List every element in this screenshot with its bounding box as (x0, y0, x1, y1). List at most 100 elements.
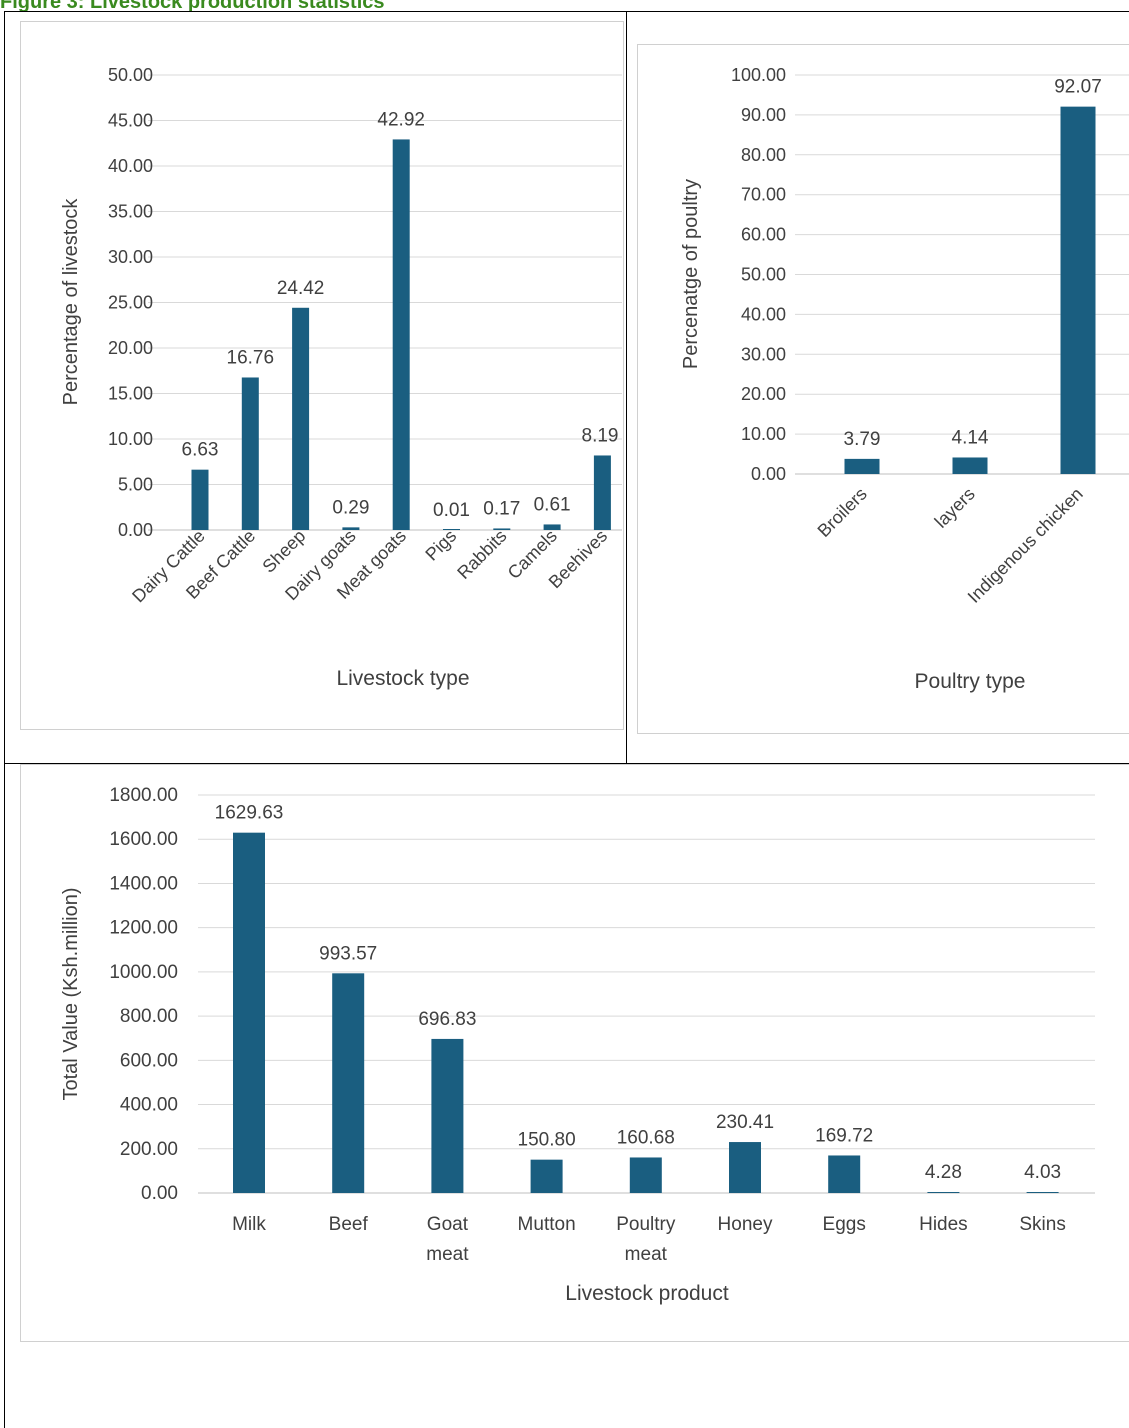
y-tick-label: 200.00 (120, 1139, 178, 1160)
bar (593, 455, 611, 530)
data-label: 696.83 (418, 1009, 476, 1030)
products-x-ticks: Milk Beef Goat meat Mutton Poultry meat Honey Eg… (232, 1214, 1066, 1265)
bar (1060, 106, 1096, 475)
y-tick-label: 60.00 (741, 225, 786, 245)
y-tick-label: 1400.00 (109, 873, 178, 894)
x-tick-label: Mutton (518, 1214, 576, 1235)
layout-border-left (4, 11, 5, 1428)
bar (493, 528, 511, 530)
y-tick-label: 0.00 (141, 1183, 178, 1204)
livestock-chart-frame (20, 21, 624, 730)
bar (332, 973, 365, 1193)
x-tick-label: Eggs (823, 1214, 866, 1235)
y-tick-label: 1000.00 (109, 962, 178, 983)
bar (292, 307, 310, 530)
poultry-y-ticks: 0.00 10.00 20.00 30.00 40.00 50.00 60.00 70.00 8… (731, 65, 786, 484)
y-tick-label: 40.00 (741, 304, 786, 324)
figure-title: Figure 3: Livestock production statistic… (0, 0, 385, 13)
data-label: 4.28 (925, 1162, 962, 1183)
livestock-data-labels: 6.63 16.76 24.42 0.29 42.92 0.01 0.17 0.61 8.19 (182, 109, 619, 520)
bar (530, 1159, 563, 1193)
y-tick-label: 20.00 (741, 384, 786, 404)
y-tick-label: 5.00 (118, 475, 153, 495)
data-label: 1629.63 (215, 803, 284, 824)
x-tick-label: Goat (427, 1214, 469, 1235)
data-label: 0.01 (433, 500, 470, 521)
y-tick-label: 600.00 (120, 1050, 178, 1071)
y-tick-label: 0.00 (751, 464, 786, 484)
bar (1026, 1192, 1059, 1193)
data-label: 24.42 (277, 278, 325, 299)
y-tick-label: 15.00 (108, 384, 153, 404)
bar (729, 1142, 761, 1193)
layout-divider-vertical (626, 11, 627, 764)
layout-divider-horizontal (4, 763, 1129, 764)
y-tick-label: 35.00 (108, 202, 153, 222)
data-label: 160.68 (617, 1127, 675, 1148)
x-tick-label: meat (426, 1244, 469, 1265)
y-tick-label: 800.00 (120, 1006, 178, 1027)
products-y-ticks: 0.00 200.00 400.00 600.00 800.00 1000.00 1200.… (109, 785, 178, 1204)
y-tick-label: 0.00 (118, 520, 153, 540)
x-tick-label: Poultry (616, 1214, 676, 1235)
data-label: 0.17 (483, 498, 520, 519)
bar (241, 377, 259, 530)
bar (191, 469, 209, 530)
products-y-axis-title: Total Value (Ksh.million) (60, 887, 82, 1100)
bar (543, 524, 561, 530)
y-tick-label: 50.00 (108, 65, 153, 85)
x-tick-label: Milk (232, 1214, 266, 1235)
products-chart-frame (20, 764, 1129, 1342)
data-label: 92.07 (1054, 77, 1102, 98)
bar (629, 1157, 662, 1193)
poultry-data-labels: 3.79 4.14 92.07 (844, 77, 1102, 450)
y-tick-label: 25.00 (108, 293, 153, 313)
layout-border-top (4, 11, 1129, 12)
y-tick-label: 10.00 (741, 424, 786, 444)
livestock-bars (191, 139, 611, 531)
bar (342, 527, 360, 530)
bar (233, 832, 265, 1193)
y-tick-label: 50.00 (741, 265, 786, 285)
data-label: 169.72 (815, 1125, 873, 1146)
y-tick-label: 20.00 (108, 338, 153, 358)
y-tick-label: 10.00 (108, 429, 153, 449)
products-x-axis-title: Livestock product (565, 1282, 729, 1305)
livestock-y-ticks: 0.00 5.00 10.00 15.00 20.00 25.00 30.00 35.00 40… (108, 65, 153, 540)
bar (844, 458, 880, 474)
data-label: 0.61 (534, 494, 571, 515)
y-tick-label: 1600.00 (109, 829, 178, 850)
x-tick-label: Beef (329, 1214, 369, 1235)
data-label: 0.29 (332, 497, 369, 518)
bar (431, 1038, 464, 1193)
y-tick-label: 45.00 (108, 111, 153, 131)
products-bars (233, 832, 1059, 1193)
y-tick-label: 90.00 (741, 105, 786, 125)
data-label: 6.63 (182, 440, 219, 461)
y-tick-label: 70.00 (741, 185, 786, 205)
poultry-y-axis-title: Percenatge of poultry (680, 179, 702, 369)
x-tick-label: Hides (919, 1214, 968, 1235)
bar (828, 1155, 861, 1193)
poultry-bars (844, 106, 1096, 475)
y-tick-label: 40.00 (108, 156, 153, 176)
y-tick-label: 30.00 (741, 344, 786, 364)
y-tick-label: 30.00 (108, 247, 153, 267)
data-label: 3.79 (844, 429, 881, 450)
data-label: 230.41 (716, 1112, 774, 1133)
data-label: 4.14 (952, 427, 989, 448)
y-tick-label: 100.00 (731, 65, 786, 85)
data-label: 42.92 (377, 109, 425, 130)
x-tick-label: Honey (718, 1214, 773, 1235)
data-label: 4.03 (1024, 1162, 1061, 1183)
y-tick-label: 400.00 (120, 1095, 178, 1116)
livestock-gridlines (148, 74, 622, 531)
y-tick-label: 1200.00 (109, 918, 178, 939)
x-tick-label: meat (625, 1244, 668, 1265)
products-data-labels: 1629.63 993.57 696.83 150.80 160.68 230.41 169… (215, 803, 1061, 1183)
poultry-x-axis-title: Poultry type (915, 670, 1026, 693)
x-tick-label: Skins (1019, 1214, 1065, 1235)
data-label: 993.57 (319, 943, 377, 964)
